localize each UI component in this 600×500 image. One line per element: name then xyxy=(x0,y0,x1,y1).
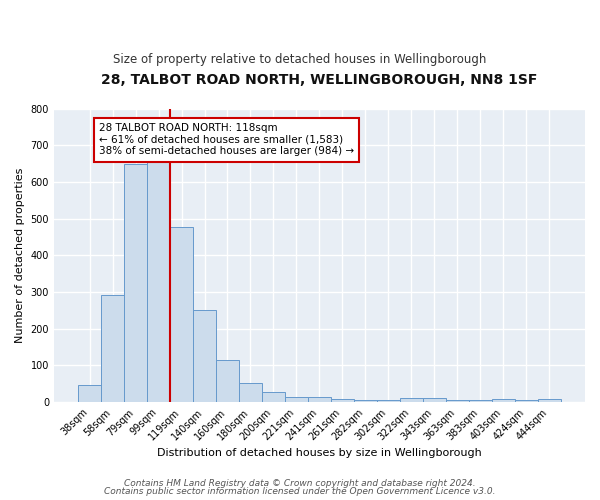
Bar xyxy=(78,384,101,402)
Bar xyxy=(239,383,262,402)
Text: Contains public sector information licensed under the Open Government Licence v3: Contains public sector information licen… xyxy=(104,487,496,496)
Bar xyxy=(377,400,400,402)
X-axis label: Distribution of detached houses by size in Wellingborough: Distribution of detached houses by size … xyxy=(157,448,482,458)
Bar xyxy=(492,399,515,402)
Y-axis label: Number of detached properties: Number of detached properties xyxy=(15,168,25,343)
Bar xyxy=(193,310,216,402)
Bar xyxy=(446,400,469,402)
Bar xyxy=(515,400,538,402)
Bar xyxy=(469,400,492,402)
Bar xyxy=(354,400,377,402)
Bar xyxy=(538,399,561,402)
Bar xyxy=(147,160,170,402)
Text: 28 TALBOT ROAD NORTH: 118sqm
← 61% of detached houses are smaller (1,583)
38% of: 28 TALBOT ROAD NORTH: 118sqm ← 61% of de… xyxy=(99,123,354,156)
Bar xyxy=(285,396,308,402)
Bar xyxy=(101,294,124,402)
Bar xyxy=(216,360,239,402)
Bar xyxy=(400,398,423,402)
Bar xyxy=(331,399,354,402)
Text: Contains HM Land Registry data © Crown copyright and database right 2024.: Contains HM Land Registry data © Crown c… xyxy=(124,478,476,488)
Text: Size of property relative to detached houses in Wellingborough: Size of property relative to detached ho… xyxy=(113,52,487,66)
Bar xyxy=(308,397,331,402)
Bar xyxy=(423,398,446,402)
Bar xyxy=(170,226,193,402)
Bar xyxy=(124,164,147,402)
Bar xyxy=(262,392,285,402)
Title: 28, TALBOT ROAD NORTH, WELLINGBOROUGH, NN8 1SF: 28, TALBOT ROAD NORTH, WELLINGBOROUGH, N… xyxy=(101,72,538,86)
